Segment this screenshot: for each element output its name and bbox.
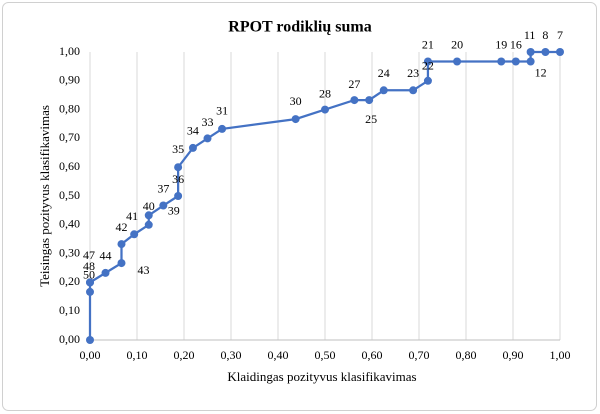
chart-border (2, 2, 597, 411)
point (365, 96, 374, 105)
point-label: 43 (137, 263, 149, 277)
point (379, 86, 388, 95)
y-axis-title: Teisingas pozityvus klasifikavimas (37, 105, 52, 287)
x-tick-label: 0,90 (503, 348, 524, 362)
x-tick-label: 0,50 (315, 348, 336, 362)
point-label: 36 (172, 172, 184, 186)
point-label: 47 (83, 248, 95, 262)
x-tick-label: 0,10 (127, 348, 148, 362)
point-label: 42 (115, 220, 127, 234)
point-label: 44 (100, 249, 112, 263)
point (453, 57, 462, 66)
point (117, 259, 126, 268)
y-tick-label: 0,90 (59, 73, 80, 87)
y-tick-label: 0,60 (59, 159, 80, 173)
point (556, 48, 564, 56)
point-label: 23 (407, 66, 419, 80)
point (117, 240, 126, 249)
x-tick-label: 0,80 (456, 348, 477, 362)
point (86, 287, 94, 296)
y-tick-label: 0,30 (59, 245, 80, 259)
point (497, 57, 506, 66)
point (541, 48, 550, 56)
point (511, 57, 520, 66)
point-label: 30 (290, 94, 302, 108)
point-label: 25 (365, 112, 377, 126)
point-label: 27 (348, 77, 360, 91)
point (321, 105, 329, 114)
point (130, 230, 139, 239)
y-tick-label: 0,10 (59, 303, 80, 317)
point (291, 115, 300, 124)
point (526, 57, 535, 66)
y-tick-label: 1,00 (59, 44, 80, 58)
point-label: 7 (557, 28, 563, 42)
y-tick-label: 0,70 (59, 130, 80, 144)
x-tick-label: 0,30 (221, 348, 242, 362)
point (409, 86, 418, 95)
chart-title: RPOT rodiklių suma (228, 19, 371, 36)
point-label: 11 (524, 28, 536, 42)
point-label: 40 (143, 199, 155, 213)
point (203, 134, 212, 143)
x-tick-label: 0,00 (80, 348, 101, 362)
x-tick-label: 0,60 (362, 348, 383, 362)
y-tick-label: 0,40 (59, 217, 80, 231)
point-label: 31 (216, 104, 228, 118)
point (86, 278, 94, 287)
point-label: 39 (168, 204, 180, 218)
point (423, 76, 432, 85)
point (423, 57, 432, 66)
point-label: 41 (126, 209, 138, 223)
y-tick-label: 0,20 (59, 274, 80, 288)
point-label: 33 (202, 115, 214, 129)
y-tick-label: 0,50 (59, 188, 80, 202)
point (174, 192, 183, 200)
point-label: 48 (83, 259, 95, 273)
point-label: 35 (172, 142, 184, 156)
point (218, 124, 227, 133)
point-label: 22 (422, 59, 434, 73)
point-label: 28 (319, 86, 331, 100)
point (86, 336, 94, 344)
point-label: 19 (495, 37, 507, 51)
x-tick-label: 1,00 (550, 348, 571, 362)
point (144, 220, 153, 229)
point (350, 96, 359, 105)
point-label: 37 (157, 181, 169, 195)
point (101, 268, 110, 277)
point-label: 20 (451, 37, 463, 51)
point (526, 48, 535, 56)
point (159, 201, 168, 210)
point-label: 50 (83, 268, 95, 282)
y-tick-label: 0,80 (59, 101, 80, 115)
point-label: 24 (378, 66, 390, 80)
x-tick-label: 0,70 (409, 348, 430, 362)
x-tick-label: 0,40 (268, 348, 289, 362)
point-label: 12 (535, 65, 547, 79)
x-axis-title: Klaidingas pozityvus klasifikavimas (227, 369, 416, 384)
point (188, 143, 197, 152)
y-tick-label: 0,00 (59, 332, 80, 346)
point-label: 16 (510, 37, 522, 51)
point (174, 163, 183, 172)
point-label: 21 (422, 37, 434, 51)
point-label: 34 (187, 124, 199, 138)
x-tick-label: 0,20 (174, 348, 195, 362)
point (144, 211, 153, 220)
point-label: 8 (542, 28, 548, 42)
